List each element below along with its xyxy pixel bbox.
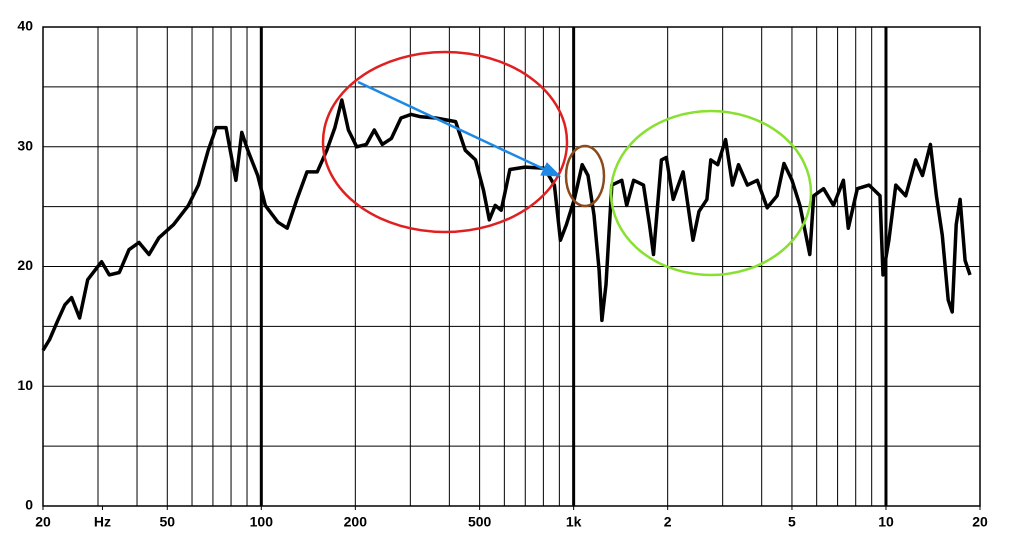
y-tick-label: 30 (17, 137, 33, 153)
x-tick-label: 20 (972, 514, 988, 530)
y-tick-label: 0 (25, 497, 33, 513)
brown-ellipse (564, 144, 606, 208)
response-line (41, 98, 972, 352)
x-tick-label: 10 (878, 514, 894, 530)
x-tick-label: 5 (788, 514, 796, 530)
grid (43, 26, 980, 507)
y-tick-label: 10 (17, 377, 33, 393)
plot (41, 98, 972, 352)
x-tick-label: 50 (160, 514, 176, 530)
red-ellipse (321, 50, 569, 234)
x-tick-label: 2 (664, 514, 672, 530)
x-tick-label: Hz (94, 514, 111, 530)
green-ellipse (609, 109, 813, 277)
x-tick-label: 500 (468, 514, 492, 530)
y-tick-label: 20 (17, 257, 33, 273)
y-tick-label: 40 (17, 18, 33, 34)
x-tick-label: 1k (566, 514, 582, 530)
x-tick-label: 200 (344, 514, 368, 530)
arrow-head (540, 162, 562, 177)
plot-frame (42, 26, 981, 507)
x-tick-label: 100 (250, 514, 274, 530)
x-tick-label: 20 (35, 514, 51, 530)
blue-arrow (357, 80, 549, 173)
annotations (321, 50, 813, 277)
